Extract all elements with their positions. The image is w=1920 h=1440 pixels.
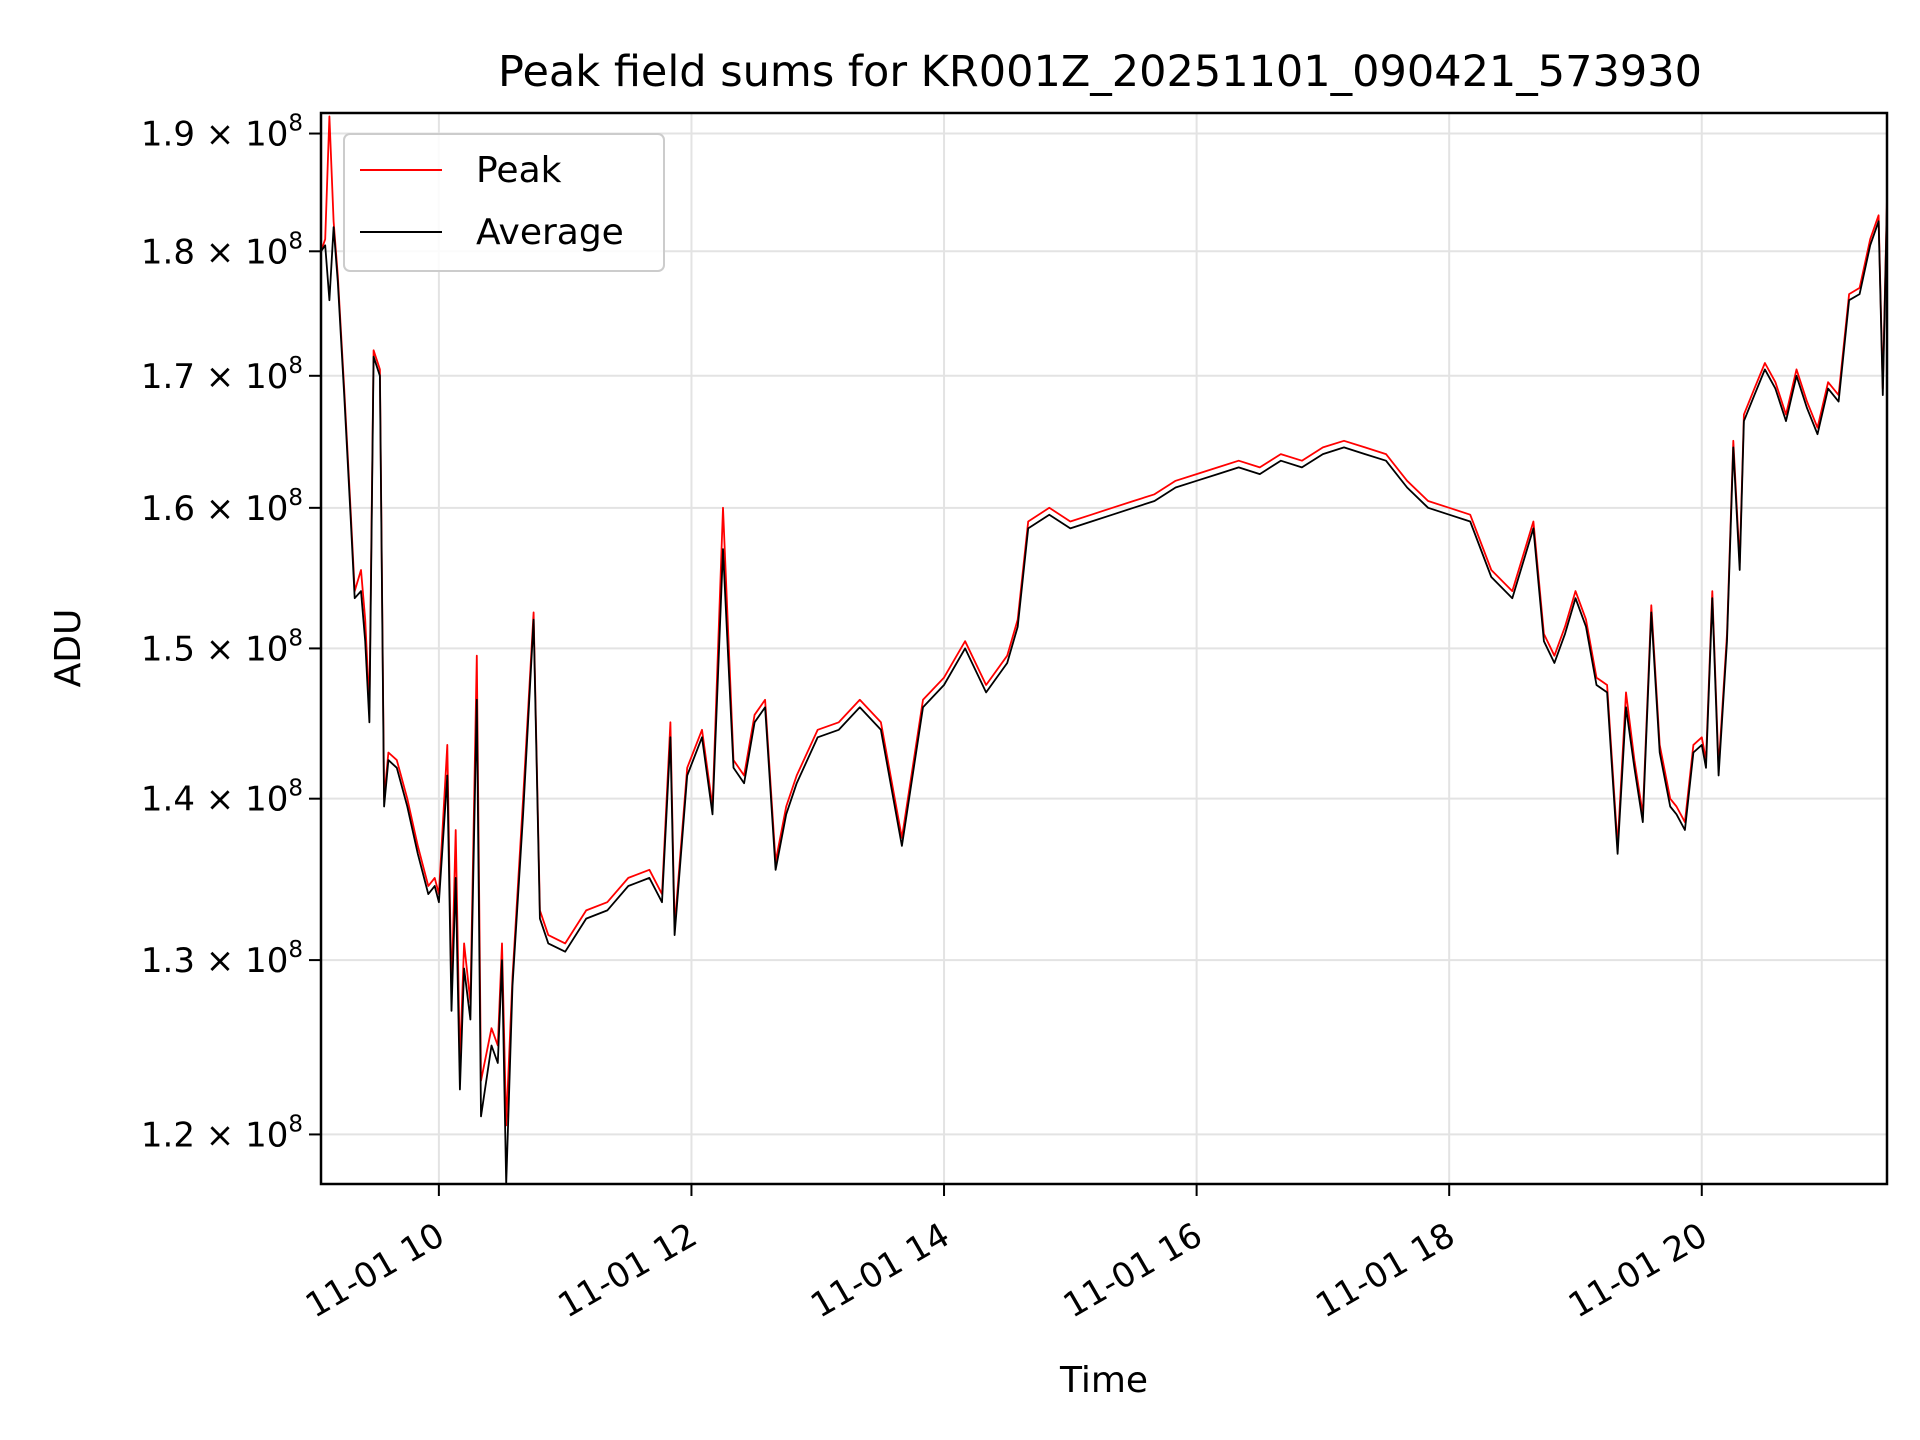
legend-box (343, 133, 665, 272)
series-layer (320, 115, 1888, 1185)
y-tick-label-4: 1.6 × 108 (141, 485, 303, 529)
legend-label-average: Average (476, 212, 624, 253)
y-tick-label-7: 1.9 × 108 (141, 111, 303, 155)
y-axis: 1.2 × 108 1.3 × 108 1.4 × 108 1.5 × 108 1.6 … (141, 111, 321, 1155)
y-tick-label-0: 1.2 × 108 (141, 1111, 303, 1155)
y-tick-label-3: 1.5 × 108 (141, 625, 303, 669)
x-axis-title: Time (1059, 1360, 1148, 1401)
y-tick-label-2: 1.4 × 108 (141, 776, 303, 820)
y-tick-label-5: 1.7 × 108 (141, 353, 303, 397)
grid (321, 113, 1887, 1184)
y-tick-label-6: 1.8 × 108 (141, 228, 303, 272)
series-line-average (320, 203, 1888, 1185)
y-tick-label-1: 1.3 × 108 (141, 937, 303, 981)
y-axis-title: ADU (48, 609, 89, 688)
chart-title: Peak field sums for KR001Z_20251101_0904… (498, 47, 1702, 97)
legend-label-peak: Peak (476, 150, 562, 191)
legend: Peak Average (343, 133, 665, 272)
